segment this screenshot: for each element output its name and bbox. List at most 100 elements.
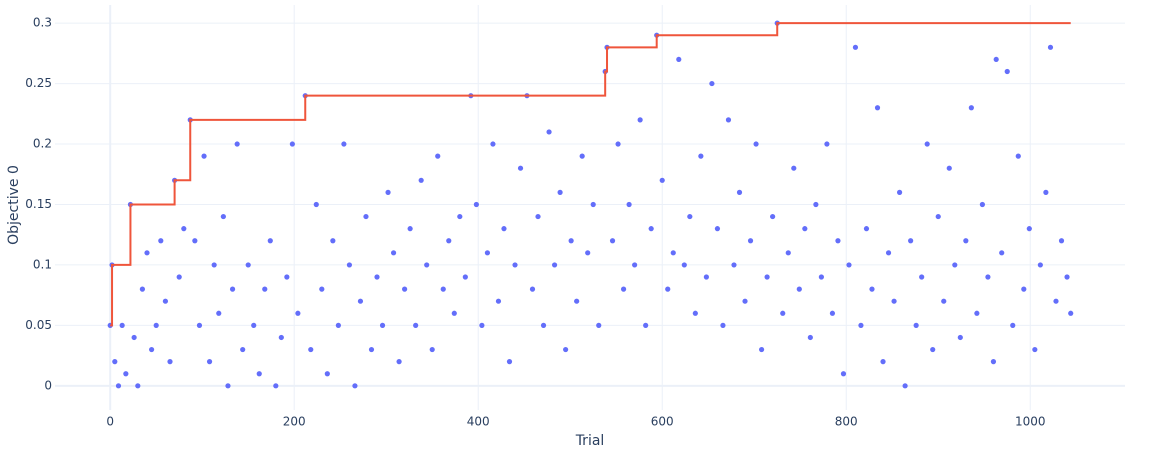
point bbox=[131, 334, 137, 341]
point bbox=[551, 262, 558, 268]
point bbox=[829, 310, 836, 316]
point bbox=[670, 250, 676, 256]
point bbox=[529, 286, 536, 292]
point bbox=[758, 346, 765, 353]
point bbox=[517, 165, 524, 171]
point bbox=[413, 322, 419, 328]
point bbox=[385, 189, 391, 195]
point bbox=[990, 359, 997, 365]
point bbox=[346, 262, 353, 268]
point bbox=[692, 310, 698, 316]
point bbox=[144, 250, 150, 256]
point bbox=[512, 262, 518, 268]
point bbox=[863, 226, 870, 232]
point bbox=[1058, 238, 1065, 244]
point bbox=[974, 310, 980, 316]
point bbox=[440, 286, 446, 292]
point bbox=[785, 250, 791, 256]
point bbox=[216, 310, 222, 316]
point bbox=[968, 105, 974, 111]
x-tick-label: 200 bbox=[283, 415, 306, 429]
point bbox=[714, 226, 721, 232]
point bbox=[308, 346, 314, 353]
point bbox=[1021, 286, 1027, 292]
point bbox=[747, 238, 754, 244]
x-tick-label: 0 bbox=[106, 415, 114, 429]
point bbox=[418, 177, 424, 183]
point bbox=[495, 298, 502, 304]
point bbox=[267, 238, 273, 244]
point bbox=[229, 286, 236, 292]
point bbox=[609, 238, 616, 244]
point bbox=[985, 274, 991, 280]
point bbox=[368, 346, 375, 353]
y-tick-label: 0.05 bbox=[25, 318, 52, 332]
point bbox=[167, 359, 173, 365]
point bbox=[1026, 226, 1032, 232]
point bbox=[818, 274, 824, 280]
point bbox=[234, 141, 240, 147]
point bbox=[946, 165, 952, 171]
point bbox=[993, 56, 999, 63]
point bbox=[813, 201, 819, 208]
point bbox=[979, 201, 985, 208]
point bbox=[379, 322, 386, 328]
point bbox=[374, 274, 380, 280]
x-tick-label: 800 bbox=[835, 415, 858, 429]
point bbox=[835, 238, 841, 244]
point bbox=[620, 286, 627, 292]
point bbox=[725, 117, 732, 123]
point bbox=[390, 250, 397, 256]
point bbox=[1053, 298, 1059, 304]
point bbox=[852, 44, 859, 50]
point bbox=[206, 359, 213, 365]
point bbox=[563, 346, 569, 353]
point bbox=[357, 298, 364, 304]
point bbox=[462, 274, 468, 280]
point bbox=[824, 141, 830, 147]
point bbox=[659, 177, 665, 183]
point bbox=[557, 189, 563, 195]
point bbox=[930, 346, 936, 353]
point bbox=[1037, 262, 1043, 268]
point bbox=[791, 165, 797, 171]
point bbox=[1015, 153, 1021, 159]
best-line bbox=[110, 22, 1071, 327]
y-tick-label: 0 bbox=[44, 378, 52, 392]
point bbox=[963, 238, 969, 244]
x-axis-title: Trial bbox=[575, 433, 605, 449]
point bbox=[1004, 68, 1010, 75]
y-tick-label: 0.25 bbox=[25, 76, 52, 90]
point bbox=[1047, 44, 1054, 50]
point bbox=[363, 213, 369, 220]
point bbox=[341, 141, 347, 147]
point bbox=[632, 262, 638, 268]
point bbox=[858, 322, 864, 328]
point bbox=[119, 322, 125, 328]
x-tick-label: 600 bbox=[651, 415, 674, 429]
point bbox=[490, 141, 496, 147]
point bbox=[451, 310, 457, 316]
point bbox=[181, 226, 187, 232]
point bbox=[924, 141, 930, 147]
point bbox=[196, 322, 203, 328]
point bbox=[753, 141, 759, 147]
point bbox=[896, 189, 903, 195]
point bbox=[479, 322, 485, 328]
point bbox=[115, 383, 122, 389]
point bbox=[176, 274, 182, 280]
point bbox=[648, 226, 654, 232]
point bbox=[585, 250, 591, 256]
point bbox=[501, 226, 507, 232]
point bbox=[846, 262, 852, 268]
y-tick-label: 0.2 bbox=[33, 137, 52, 151]
point bbox=[211, 262, 217, 268]
point bbox=[1032, 346, 1038, 353]
point bbox=[869, 286, 875, 292]
point bbox=[626, 201, 632, 208]
point bbox=[1064, 274, 1070, 280]
point bbox=[615, 141, 621, 147]
point bbox=[540, 322, 547, 328]
point bbox=[424, 262, 430, 268]
point bbox=[709, 80, 715, 87]
